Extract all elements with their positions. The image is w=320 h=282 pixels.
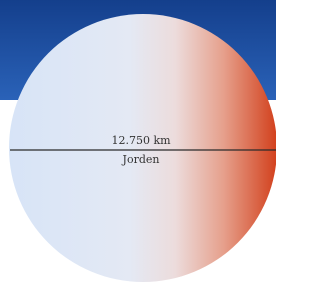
diameter-label: 12.750 km [111,134,171,147]
diagram: 12.750 km Jorden [0,0,276,282]
planet [9,14,276,282]
planet-name: Jorden [122,153,160,166]
